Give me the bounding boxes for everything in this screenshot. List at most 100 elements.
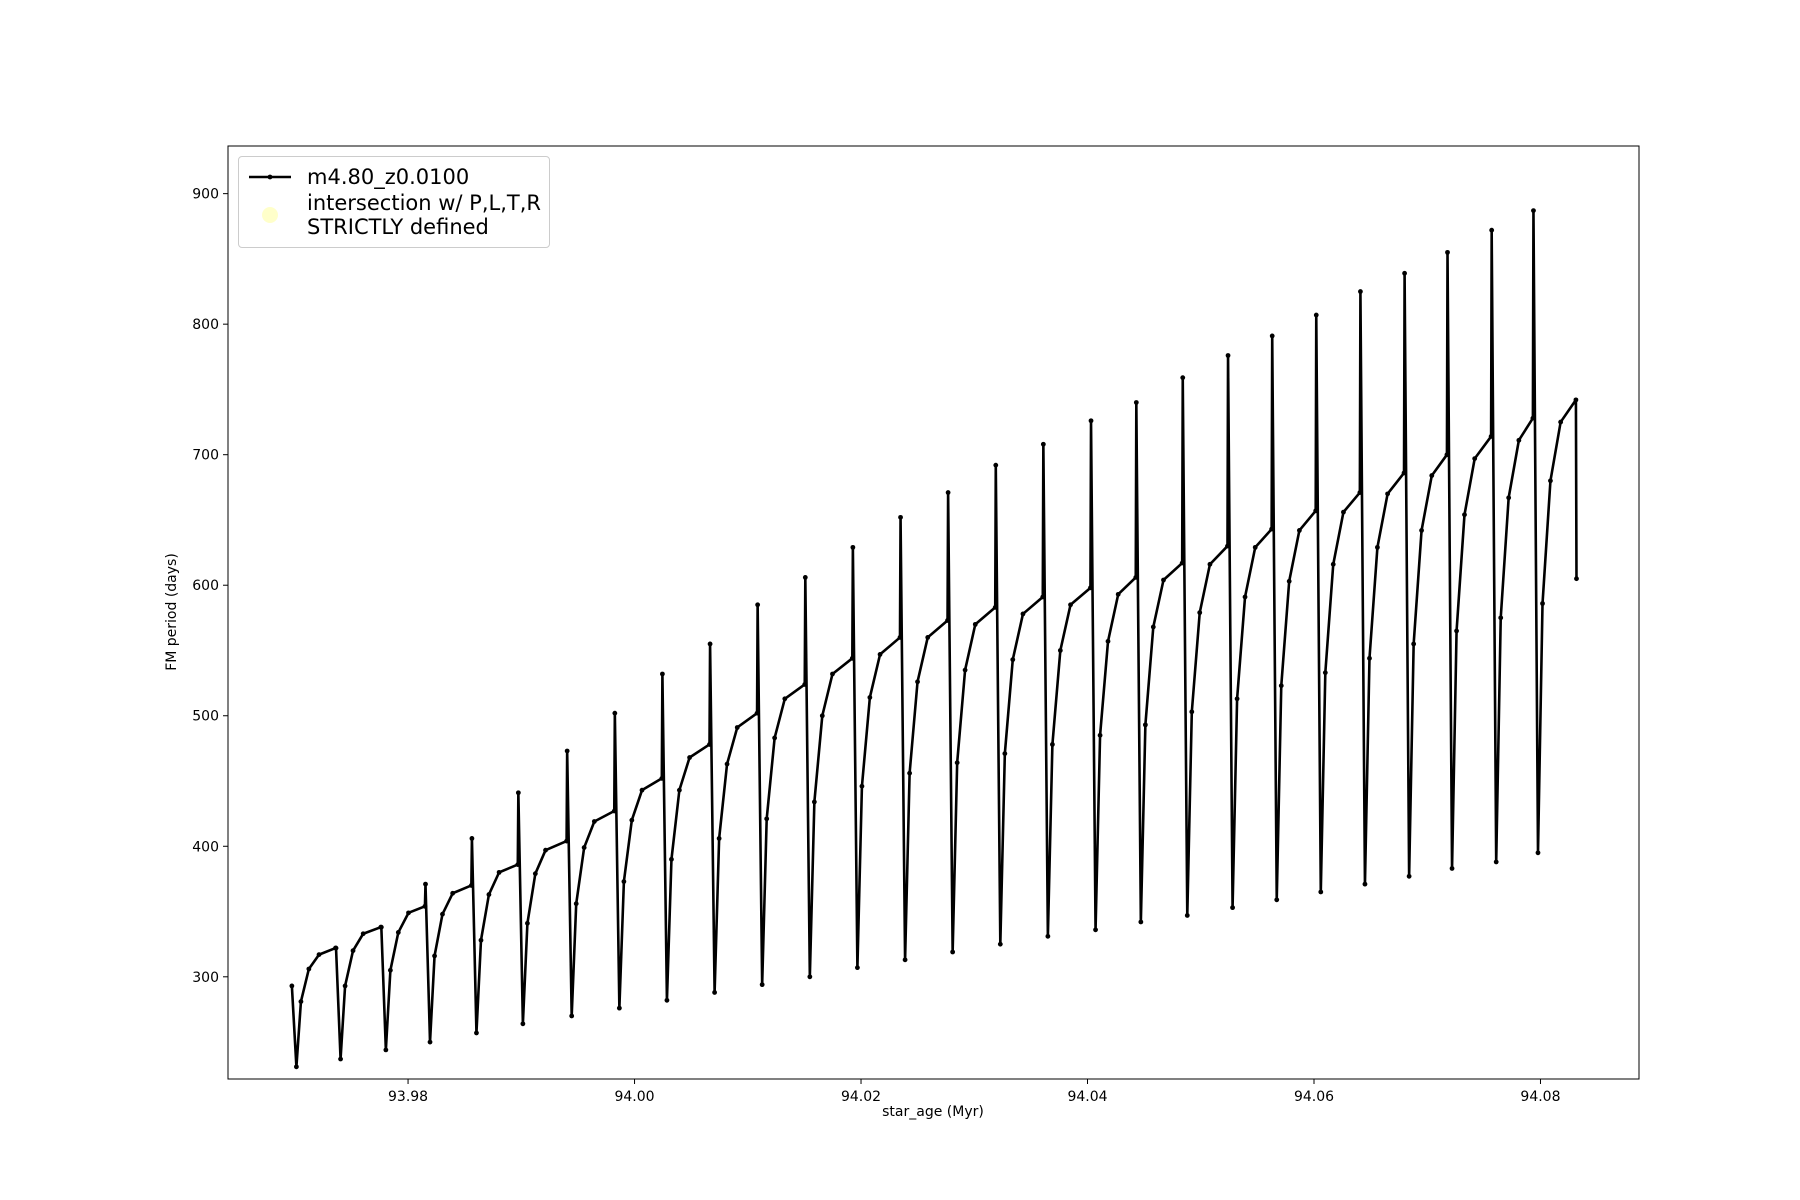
data-point — [569, 1013, 575, 1019]
data-point — [1313, 312, 1319, 318]
legend-entry: intersection w/ P,L,T,R STRICTLY defined — [247, 191, 541, 239]
data-point — [1318, 889, 1324, 895]
data-point — [1088, 418, 1094, 424]
x-tick-label: 94.00 — [614, 1089, 654, 1105]
data-point — [707, 641, 713, 647]
data-point — [1150, 624, 1156, 630]
x-tick-label: 94.08 — [1520, 1089, 1560, 1105]
data-point — [1040, 441, 1046, 447]
data-point — [1488, 434, 1494, 439]
data-point — [1367, 655, 1372, 661]
legend-label: m4.80_z0.0100 — [307, 165, 470, 189]
data-point — [1429, 473, 1435, 478]
data-point — [432, 953, 437, 959]
data-point — [333, 945, 339, 951]
data-point — [1020, 611, 1026, 617]
data-point — [954, 760, 960, 766]
data-point — [1105, 638, 1111, 644]
data-point — [1269, 526, 1275, 532]
data-point — [1401, 470, 1407, 476]
data-point — [1133, 574, 1139, 580]
data-point — [687, 755, 692, 760]
data-point — [1419, 527, 1424, 533]
data-point — [807, 974, 813, 980]
data-point — [1449, 866, 1455, 871]
data-point — [1540, 601, 1545, 606]
data-point — [1161, 577, 1166, 583]
data-point — [422, 903, 428, 909]
data-point — [850, 544, 856, 550]
data-point — [469, 836, 475, 841]
data-point — [1197, 610, 1203, 616]
data-point — [945, 618, 950, 623]
x-tick-label: 94.04 — [1067, 1089, 1107, 1105]
data-point — [360, 931, 366, 937]
data-point — [712, 990, 718, 995]
data-point — [855, 965, 860, 971]
data-point — [1057, 648, 1063, 653]
y-tick-label: 900 — [192, 187, 219, 203]
legend-key — [262, 207, 278, 223]
y-tick-label: 600 — [192, 578, 219, 594]
data-point — [962, 667, 968, 673]
plot-area — [289, 208, 1579, 1070]
data-point — [1341, 509, 1346, 515]
data-point — [759, 982, 765, 988]
data-point — [478, 937, 484, 943]
data-point — [1045, 933, 1051, 939]
data-point — [639, 787, 645, 793]
y-axis-label: FM period (days) — [164, 553, 180, 671]
data-point — [629, 817, 635, 823]
data-point — [1252, 544, 1258, 550]
data-point — [1207, 561, 1213, 567]
data-point — [950, 949, 956, 955]
data-point — [802, 574, 808, 580]
x-axis-label: star_age (Myr) — [882, 1104, 984, 1120]
data-point — [1462, 512, 1467, 518]
y-tick-label: 700 — [192, 448, 219, 464]
data-point — [669, 856, 674, 862]
data-point — [1179, 560, 1185, 566]
data-point — [1097, 732, 1103, 738]
data-point — [515, 790, 521, 796]
data-point — [350, 948, 356, 954]
x-tick-label: 93.98 — [388, 1089, 428, 1105]
data-point — [342, 983, 348, 989]
data-point — [755, 602, 761, 608]
data-point — [782, 696, 788, 702]
data-point — [997, 941, 1003, 947]
data-point — [1445, 249, 1450, 255]
data-point — [734, 725, 740, 730]
data-point — [1358, 289, 1363, 294]
legend-label: intersection w/ P,L,T,R STRICTLY defined — [307, 191, 541, 239]
data-point — [1498, 615, 1504, 621]
legend-key — [249, 174, 291, 180]
legend-entry: m4.80_z0.0100 — [247, 165, 541, 189]
data-point — [1286, 578, 1292, 584]
data-point — [802, 682, 808, 687]
data-point — [564, 748, 570, 754]
data-point — [1531, 208, 1536, 214]
data-point — [811, 799, 817, 805]
data-point — [383, 1047, 389, 1053]
data-point — [1274, 897, 1280, 903]
data-point — [423, 881, 428, 887]
data-point — [1530, 415, 1536, 421]
data-point — [1472, 456, 1478, 462]
data-point — [427, 1039, 433, 1045]
plot-frame — [227, 145, 1640, 1080]
data-point — [289, 983, 295, 989]
data-point — [298, 999, 304, 1004]
data-point — [1050, 742, 1055, 747]
y-tick-label: 300 — [192, 970, 219, 986]
data-point — [659, 671, 665, 677]
data-point — [676, 787, 682, 793]
data-point — [1357, 490, 1363, 495]
data-point — [306, 966, 312, 972]
y-tick-label: 800 — [192, 317, 219, 333]
data-point — [1142, 722, 1148, 728]
data-point — [849, 655, 855, 661]
data-point — [1040, 594, 1046, 600]
data-point — [1535, 850, 1541, 856]
data-point — [1385, 491, 1391, 497]
